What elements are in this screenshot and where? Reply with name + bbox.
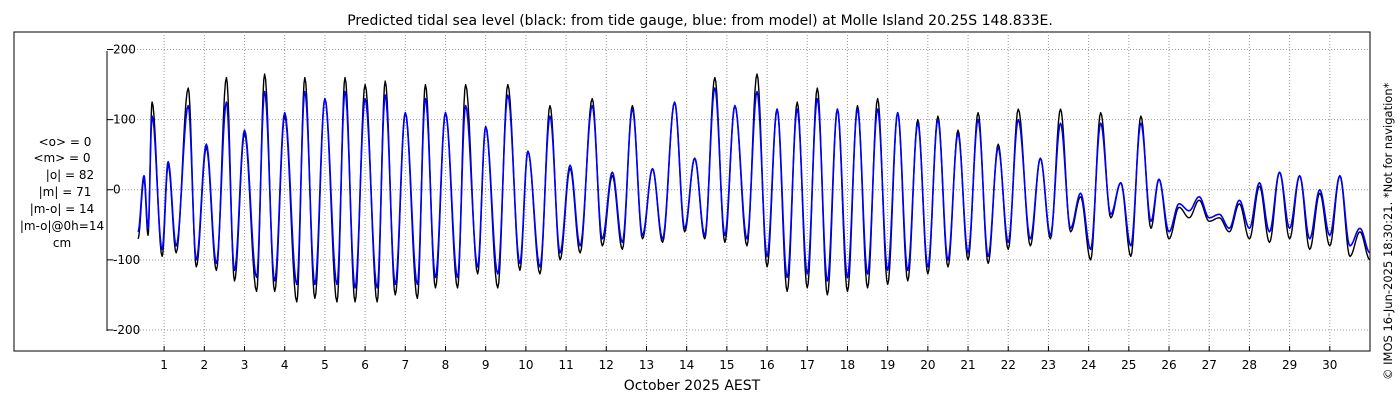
x-tick-label: 16 <box>759 358 774 372</box>
x-tick-label: 17 <box>800 358 815 372</box>
x-tick-label: 23 <box>1041 358 1056 372</box>
y-tick-label: 100 <box>113 113 136 127</box>
grid-lines <box>107 32 1370 351</box>
x-tick-label: 9 <box>482 358 490 372</box>
stat-abs-diff-0h: |m-o|@0h=14 <box>20 219 104 233</box>
x-tick-label: 1 <box>160 358 168 372</box>
y-tick-label: 200 <box>113 43 136 57</box>
y-tick-label: 0 <box>113 183 121 197</box>
stat-abs-obs: |o| = 82 <box>46 168 94 182</box>
stats-panel: <o> = 0 <m> = 0 |o| = 82 |m| = 71 |m-o| … <box>20 135 104 250</box>
y-tick-label: -200 <box>113 323 140 337</box>
x-tick-label: 21 <box>960 358 975 372</box>
x-tick-label: 20 <box>920 358 935 372</box>
series-line-model <box>137 87 1371 289</box>
x-tick-label: 5 <box>321 358 329 372</box>
x-tick-label: 30 <box>1322 358 1337 372</box>
x-tick-label: 15 <box>719 358 734 372</box>
x-tick-label: 13 <box>639 358 654 372</box>
x-ticks: 1 2 3 4 5 6 7 8 9 10 11 12 13 14 15 16 17 18 19 20 21 22 23 24 2… <box>160 346 1337 372</box>
credit-text: © IMOS 16-Jun-2025 18:30:21. *Not for na… <box>1381 82 1395 380</box>
x-tick-label: 10 <box>518 358 533 372</box>
x-tick-label: 18 <box>840 358 855 372</box>
stat-mean-model: <m> = 0 <box>33 151 90 165</box>
stat-abs-model: |m| = 71 <box>39 185 92 199</box>
axes <box>106 51 1370 352</box>
series-lines <box>137 73 1371 303</box>
x-tick-label: 3 <box>241 358 249 372</box>
x-tick-label: 19 <box>880 358 895 372</box>
x-tick-label: 22 <box>1001 358 1016 372</box>
x-tick-label: 2 <box>201 358 209 372</box>
x-tick-label: 29 <box>1282 358 1297 372</box>
x-axis-label: October 2025 AEST <box>624 378 761 394</box>
chart-title: Predicted tidal sea level (black: from t… <box>347 13 1053 29</box>
x-tick-label: 4 <box>281 358 289 372</box>
x-tick-label: 25 <box>1121 358 1136 372</box>
x-tick-label: 6 <box>361 358 369 372</box>
stat-mean-obs: <o> = 0 <box>39 135 92 149</box>
x-tick-label: 26 <box>1161 358 1176 372</box>
x-tick-label: 11 <box>558 358 573 372</box>
x-tick-label: 8 <box>442 358 450 372</box>
outer-frame <box>13 31 1371 352</box>
y-tick-label: -100 <box>113 253 140 267</box>
x-tick-label: 24 <box>1081 358 1096 372</box>
x-tick-label: 27 <box>1202 358 1217 372</box>
x-tick-label: 28 <box>1242 358 1257 372</box>
x-tick-label: 7 <box>401 358 409 372</box>
stat-abs-diff: |m-o| = 14 <box>30 202 95 216</box>
y-ticks: -200 -100 0 100 200 <box>107 43 140 337</box>
x-tick-label: 14 <box>679 358 694 372</box>
x-tick-label: 12 <box>599 358 614 372</box>
stat-unit: cm <box>53 236 71 250</box>
